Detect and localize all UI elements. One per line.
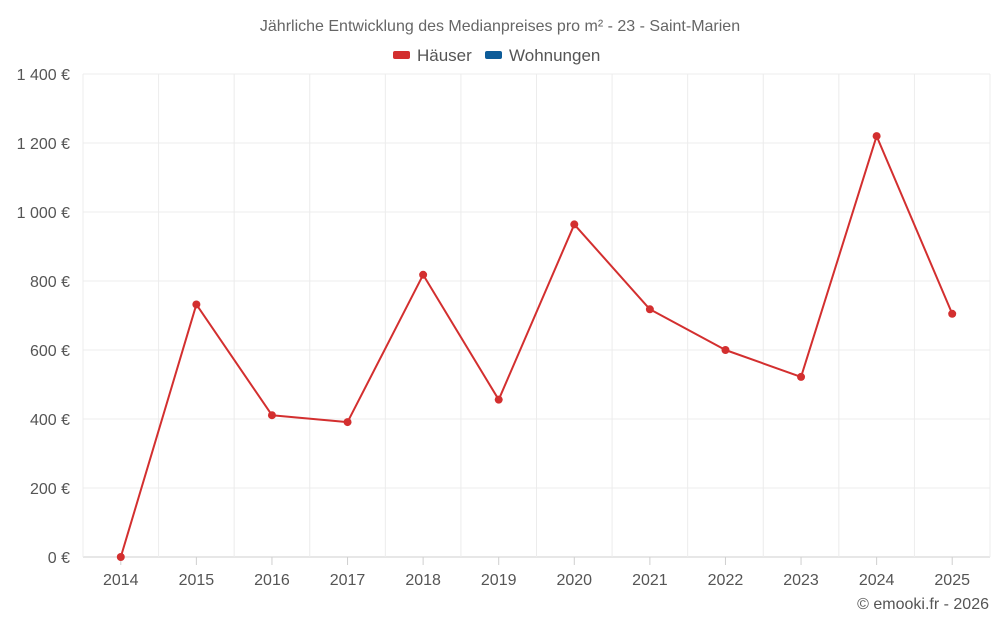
data-point-2021[interactable]	[645, 305, 654, 314]
data-point-2015[interactable]	[192, 300, 201, 309]
data-point-2017[interactable]	[343, 418, 352, 427]
data-point-2016[interactable]	[267, 411, 276, 420]
y-tick-label: 600 €	[30, 343, 70, 360]
y-tick-label: 1 000 €	[17, 205, 70, 222]
legend-label-haeuser[interactable]: Häuser	[417, 46, 472, 65]
y-tick-label: 0 €	[48, 550, 70, 567]
y-tick-label: 1 400 €	[17, 67, 70, 84]
legend-item-wohnungen[interactable]: Wohnungen	[485, 46, 600, 65]
y-axis-ticks: 0 € 200 € 400 € 600 € 800 € 1 000 € 1 200 € 1 4…	[17, 67, 70, 567]
data-point-2023[interactable]	[797, 372, 806, 381]
x-tick-label: 2022	[708, 572, 744, 589]
x-tick-label: 2019	[481, 572, 517, 589]
legend-label-wohnungen[interactable]: Wohnungen	[509, 46, 600, 65]
y-tick-label: 200 €	[30, 481, 70, 498]
legend[interactable]: Häuser Wohnungen	[393, 46, 600, 65]
y-tick-label: 1 200 €	[17, 136, 70, 153]
x-tick-label: 2014	[103, 572, 139, 589]
x-axis-ticks: 2014 2015 2016 2017 2018 2019 2020 2021 2022 2023…	[103, 557, 970, 589]
data-point-2022[interactable]	[721, 346, 730, 354]
data-point-2014[interactable]	[116, 553, 125, 561]
x-tick-label: 2018	[405, 572, 441, 589]
credit-text: © emooki.fr - 2026	[857, 596, 989, 613]
x-tick-label: 2017	[330, 572, 366, 589]
data-point-2019[interactable]	[494, 395, 503, 404]
x-tick-label: 2024	[859, 572, 895, 589]
y-tick-label: 400 €	[30, 412, 70, 429]
legend-swatch-wohnungen	[485, 51, 502, 59]
y-tick-label: 800 €	[30, 274, 70, 291]
chart-title: Jährliche Entwicklung des Medianpreises …	[260, 18, 740, 35]
data-point-2024[interactable]	[872, 132, 881, 141]
x-tick-label: 2016	[254, 572, 290, 589]
x-tick-label: 2020	[556, 572, 592, 589]
data-point-2020[interactable]	[570, 220, 579, 229]
x-tick-label: 2015	[179, 572, 215, 589]
x-tick-label: 2025	[934, 572, 970, 589]
legend-item-haeuser[interactable]: Häuser	[393, 46, 472, 65]
x-tick-label: 2021	[632, 572, 668, 589]
x-tick-label: 2023	[783, 572, 819, 589]
data-point-2025[interactable]	[948, 309, 957, 318]
data-point-2018[interactable]	[419, 270, 428, 279]
series-line-haeuser	[119, 135, 954, 558]
series-layer	[116, 132, 957, 561]
legend-swatch-haeuser	[393, 51, 410, 59]
x-grid	[82, 74, 991, 557]
